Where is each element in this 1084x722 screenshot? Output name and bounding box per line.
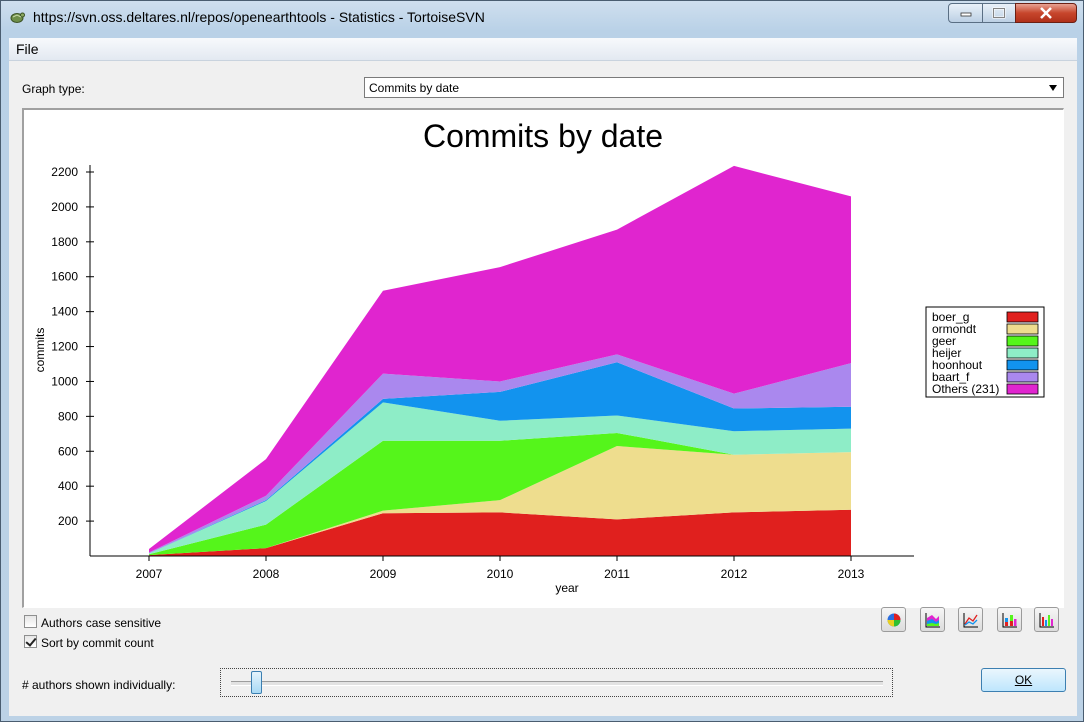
menu-bar: File <box>9 38 1077 61</box>
series-area-ormondt <box>149 446 851 556</box>
close-button[interactable] <box>1015 3 1077 23</box>
legend-label: hoonhout <box>932 358 983 372</box>
chart-pane: Commits by date 200 400 600 800 1000 1200 1400 1… <box>22 108 1064 608</box>
ok-button-label: OK <box>1014 673 1033 687</box>
sort-by-commit-count-label[interactable]: Sort by commit count <box>41 636 154 650</box>
x-tick-label: 2008 <box>253 567 280 581</box>
menu-file[interactable]: File <box>16 41 39 57</box>
stacked-area-chart-button[interactable] <box>920 607 945 632</box>
y-axis-label: commits <box>33 328 47 373</box>
legend-label: geer <box>932 334 956 348</box>
legend-label: heijer <box>932 346 961 360</box>
authors-shown-label: # authors shown individually: <box>22 678 176 692</box>
title-bar[interactable]: https://svn.oss.deltares.nl/repos/openea… <box>1 1 1083 33</box>
slider-thumb[interactable] <box>250 671 262 694</box>
y-tick-label: 1200 <box>51 340 78 354</box>
series-area-heijer <box>149 402 851 555</box>
legend-swatch <box>1006 383 1039 395</box>
stacked-bar-chart-button[interactable] <box>997 607 1022 632</box>
legend-label: baart_f <box>932 370 970 384</box>
x-tick-label: 2013 <box>838 567 865 581</box>
y-tick-label: 200 <box>58 514 78 528</box>
authors-case-sensitive-label[interactable]: Authors case sensitive <box>41 616 162 630</box>
graph-type-label: Graph type: <box>22 82 85 96</box>
y-tick-label: 1000 <box>51 374 78 388</box>
legend-swatch <box>1006 347 1039 359</box>
y-tick-label: 400 <box>58 479 78 493</box>
graph-type-dropdown[interactable]: Commits by date <box>364 77 1064 98</box>
stacked-bar-chart-icon <box>1002 613 1017 628</box>
authors-case-sensitive-checkbox[interactable] <box>24 615 37 628</box>
chart-title: Commits by date <box>423 118 663 154</box>
series-area-boer-g <box>149 509 851 556</box>
series-area-hoonhout <box>149 362 851 554</box>
bar-chart-button[interactable] <box>1034 607 1059 632</box>
y-tick-label: 800 <box>58 409 78 423</box>
legend-label: boer_g <box>932 310 969 324</box>
legend-label: Others (231) <box>932 382 999 396</box>
maximize-icon <box>992 7 1006 19</box>
legend-swatch <box>1006 335 1039 347</box>
minimize-button[interactable] <box>948 3 983 23</box>
y-tick-label: 2200 <box>51 165 78 179</box>
minimize-icon <box>960 12 971 17</box>
series-area-geer <box>149 432 851 556</box>
tortoisesvn-app-icon <box>10 12 25 23</box>
legend-swatch <box>1006 371 1039 383</box>
series-area-others-231- <box>149 165 851 553</box>
commits-chart: Commits by date 200 400 600 800 1000 1200 1400 1… <box>33 118 1045 595</box>
chevron-down-icon[interactable] <box>1049 85 1057 91</box>
authors-shown-slider[interactable] <box>220 668 893 697</box>
x-tick-label: 2007 <box>136 567 163 581</box>
y-tick-label: 2000 <box>51 200 78 214</box>
x-tick-label: 2011 <box>604 567 630 581</box>
y-tick-label: 1600 <box>51 270 78 284</box>
sort-by-commit-count-checkbox[interactable] <box>24 635 37 648</box>
line-chart-button[interactable] <box>958 607 983 632</box>
legend-swatch <box>1006 323 1039 335</box>
stacked-area-chart-icon <box>925 613 940 628</box>
pie-chart-icon <box>887 613 901 627</box>
y-tick-label: 1800 <box>51 235 78 249</box>
slider-track[interactable] <box>231 681 883 686</box>
x-tick-label: 2012 <box>721 567 748 581</box>
pie-chart-button[interactable] <box>881 607 906 632</box>
graph-type-selected: Commits by date <box>369 81 460 95</box>
line-chart-icon <box>963 613 978 628</box>
x-axis-label: year <box>555 581 578 595</box>
close-icon <box>1040 7 1052 19</box>
x-tick-label: 2010 <box>487 567 514 581</box>
legend-label: ormondt <box>932 322 977 336</box>
y-tick-label: 1400 <box>51 305 78 319</box>
y-tick-label: 600 <box>58 444 78 458</box>
maximize-button[interactable] <box>982 3 1016 23</box>
ok-button[interactable]: OK <box>981 668 1066 692</box>
legend-swatch <box>1006 311 1039 323</box>
legend-swatch <box>1006 359 1039 371</box>
dialog-client-area: File Graph type: Commits by date Commits… <box>9 38 1077 716</box>
bar-chart-icon <box>1039 613 1054 628</box>
x-tick-label: 2009 <box>370 567 397 581</box>
window-title: https://svn.oss.deltares.nl/repos/openea… <box>33 9 485 25</box>
